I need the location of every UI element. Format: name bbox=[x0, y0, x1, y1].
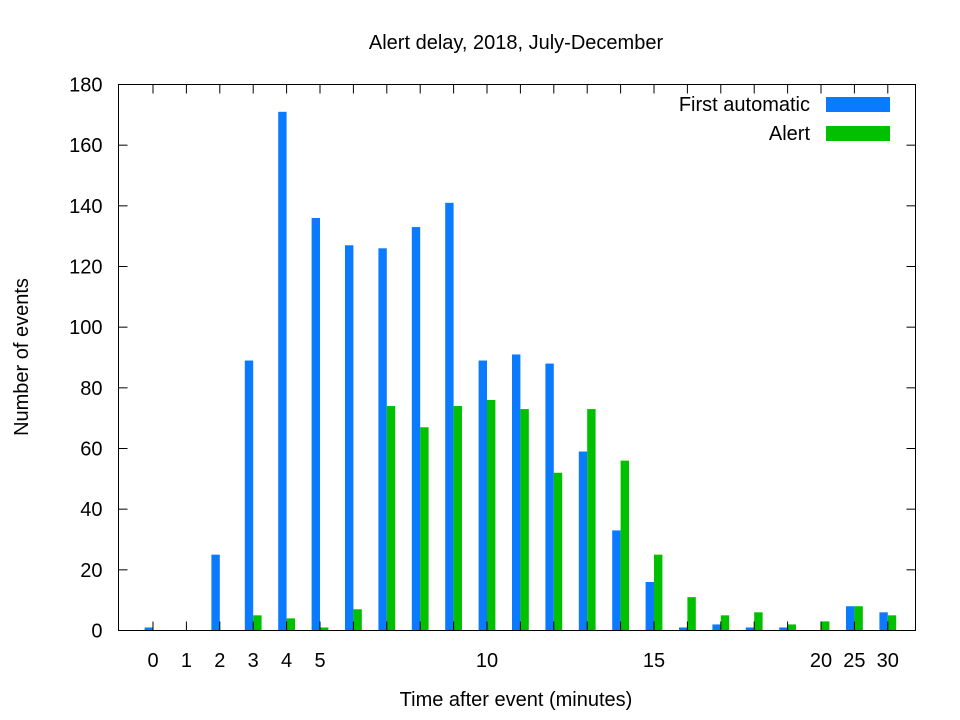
bar-first-automatic-8 bbox=[411, 227, 421, 631]
y-tick-label: 0 bbox=[91, 621, 102, 643]
bar-first-automatic-9 bbox=[445, 202, 454, 631]
x-tick-label: 3 bbox=[248, 650, 259, 672]
bar-first-automatic-14 bbox=[612, 530, 621, 631]
bar-alert-3 bbox=[253, 615, 262, 631]
bar-alert-17 bbox=[720, 615, 730, 631]
bar-first-automatic-13 bbox=[578, 451, 588, 631]
y-tick-label: 180 bbox=[69, 75, 102, 97]
bar-alert-9 bbox=[453, 406, 462, 631]
legend-swatch-first-automatic bbox=[826, 97, 890, 112]
x-tick-label: 30 bbox=[877, 650, 899, 672]
bar-first-automatic-4 bbox=[278, 111, 287, 631]
bar-first-automatic-25 bbox=[846, 606, 855, 631]
legend: First automatic Alert bbox=[679, 94, 890, 145]
bar-first-automatic-18 bbox=[745, 627, 755, 631]
bar-first-automatic-15 bbox=[645, 581, 654, 631]
bar-alert-16 bbox=[687, 597, 696, 631]
x-tick-label: 1 bbox=[181, 650, 192, 672]
bar-first-automatic-11 bbox=[512, 354, 521, 631]
legend-swatch-alert bbox=[826, 126, 890, 141]
plot-frame bbox=[118, 84, 916, 631]
bar-first-automatic-7 bbox=[378, 248, 387, 631]
bar-alert-6 bbox=[353, 609, 362, 631]
bar-alert-11 bbox=[520, 409, 529, 631]
bar-alert-10 bbox=[487, 399, 496, 631]
y-tick-label: 160 bbox=[69, 135, 102, 157]
x-tick-label: 4 bbox=[281, 650, 292, 672]
bar-first-automatic-10 bbox=[478, 360, 487, 631]
y-tick-label: 60 bbox=[80, 439, 102, 461]
x-tick-label: 20 bbox=[810, 650, 832, 672]
bar-first-automatic-6 bbox=[345, 245, 354, 631]
y-tick-label: 140 bbox=[69, 196, 102, 218]
bar-first-automatic-30 bbox=[879, 612, 888, 631]
x-tick-label: 5 bbox=[314, 650, 325, 672]
bar-alert-15 bbox=[654, 554, 663, 631]
x-tick-label: 25 bbox=[843, 650, 865, 672]
x-tick-label: 0 bbox=[147, 650, 158, 672]
bar-first-automatic-16 bbox=[679, 627, 688, 631]
bar-alert-13 bbox=[587, 409, 596, 631]
bar-alert-25 bbox=[854, 606, 863, 631]
bar-alert-20 bbox=[821, 621, 830, 631]
bar-alert-4 bbox=[286, 618, 295, 631]
bar-alert-5 bbox=[320, 627, 329, 631]
bar-alert-8 bbox=[420, 427, 429, 631]
bars-group bbox=[144, 111, 897, 631]
bar-first-automatic-19 bbox=[779, 627, 788, 631]
x-tick-label: 10 bbox=[476, 650, 498, 672]
bar-alert-14 bbox=[620, 460, 629, 631]
ticks-group bbox=[118, 84, 916, 631]
y-tick-label: 100 bbox=[69, 317, 102, 339]
legend-label-first-automatic: First automatic bbox=[679, 94, 810, 116]
bar-first-automatic-5 bbox=[311, 217, 320, 631]
y-axis-label: Number of events bbox=[11, 278, 33, 436]
tick-labels-group: 0 20 40 60 80 100 120 140 160 180 0 1 2 3 4 5 10 15 20 25 30 bbox=[69, 75, 899, 673]
x-tick-label: 2 bbox=[214, 650, 225, 672]
bar-alert-7 bbox=[386, 406, 396, 631]
bar-first-automatic-0 bbox=[144, 627, 153, 631]
bar-alert-19 bbox=[787, 624, 796, 631]
y-tick-label: 80 bbox=[80, 378, 102, 400]
bar-alert-12 bbox=[553, 472, 563, 631]
y-tick-label: 120 bbox=[69, 257, 102, 279]
y-tick-label: 40 bbox=[80, 499, 102, 521]
bar-first-automatic-17 bbox=[712, 624, 721, 631]
bar-first-automatic-2 bbox=[211, 554, 220, 631]
bar-first-automatic-3 bbox=[244, 360, 254, 631]
chart-title: Alert delay, 2018, July-December bbox=[369, 32, 664, 54]
x-axis-label: Time after event (minutes) bbox=[400, 689, 633, 711]
legend-label-alert: Alert bbox=[769, 123, 811, 145]
y-tick-label: 20 bbox=[80, 560, 102, 582]
x-tick-label: 15 bbox=[643, 650, 665, 672]
bar-first-automatic-12 bbox=[545, 363, 554, 631]
bar-alert-18 bbox=[754, 612, 763, 631]
bar-alert-30 bbox=[887, 615, 897, 631]
